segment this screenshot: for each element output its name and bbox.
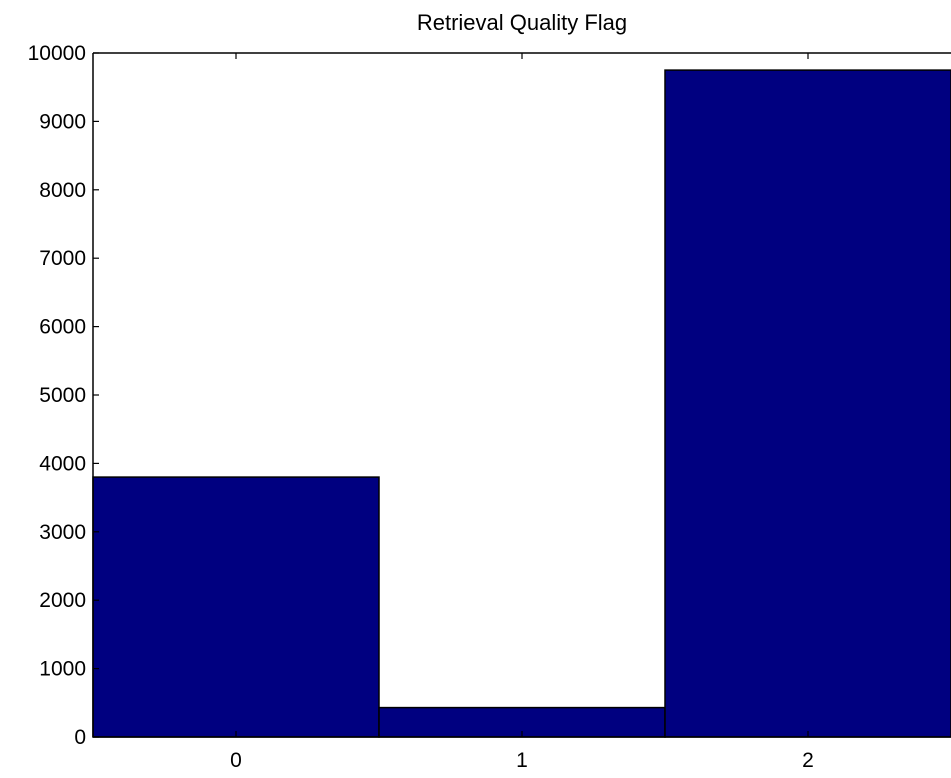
x-tick-label: 2 [802,749,814,772]
y-tick-label: 1000 [39,658,86,681]
x-tick-label: 0 [230,749,242,772]
y-tick-label: 4000 [39,452,86,475]
x-tick-label: 1 [516,749,528,772]
bar-2 [664,69,951,738]
y-tick-label: 6000 [39,316,86,339]
y-tick-label: 10000 [28,42,86,65]
y-tick-label: 0 [74,726,86,749]
y-tick-label: 3000 [39,521,86,544]
chart-title: Retrieval Quality Flag [417,10,627,35]
y-tick-label: 7000 [39,247,86,270]
y-tick-label: 9000 [39,110,86,133]
y-tick-label: 8000 [39,179,86,202]
bars-group [92,69,951,738]
bar-0 [92,476,380,738]
y-tick-label: 2000 [39,589,86,612]
axes-group: 0 1000 2000 3000 4000 5000 6000 7000 8000 9000 100… [28,42,951,772]
y-tick-label: 5000 [39,384,86,407]
